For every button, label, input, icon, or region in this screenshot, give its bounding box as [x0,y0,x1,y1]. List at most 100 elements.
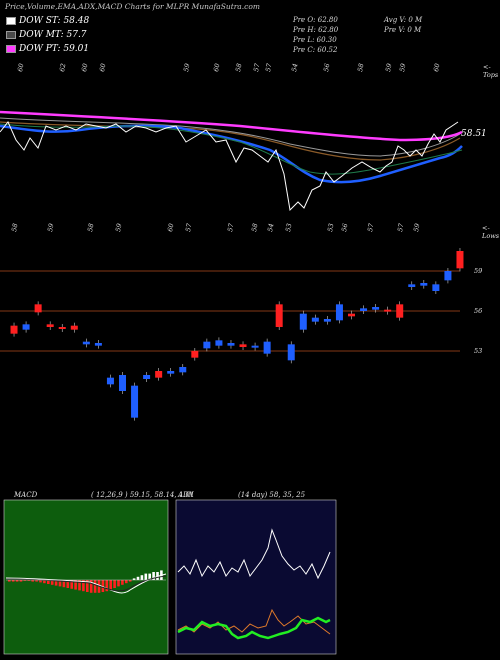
macd-hist-bar [8,580,11,582]
top-tick-value: 60 [432,63,441,73]
macd-hist-bar [101,580,105,592]
candle-body [372,307,380,310]
ema-area [0,110,463,212]
candle-body [58,327,66,329]
macd-hist-bar [23,580,27,581]
candle-body [456,251,464,269]
macd-hist-bar [50,580,54,585]
macd-hist-bar [15,580,19,582]
price-level-59: 59 [474,267,483,275]
candle-body [191,351,199,358]
quote-pre-open: Pre O: 62.80 [293,16,338,24]
ema-line-gray [0,117,461,157]
macd-hist-bar [43,580,46,584]
low-tick-value: 59 [114,223,123,233]
macd-hist-bar [19,580,23,582]
candle-body [384,309,392,312]
macd-hist-bar [89,580,93,593]
legend-label-pt: DOW PT: 59.01 [19,44,90,54]
top-tick-value: 60 [212,63,221,73]
top-tick-value: 60 [98,63,107,73]
macd-hist-bar [11,580,15,582]
candle-body [22,324,30,330]
quote-pre-low: Pre L: 60.30 [293,36,337,44]
legend-swatch-mt [6,31,16,39]
macd-hist-bar [152,572,155,580]
legend-label-st: DOW ST: 58.48 [19,16,90,26]
top-tick-value: 58 [234,63,243,73]
candle-body [251,345,259,348]
top-tick-value: 57 [252,62,261,72]
price-level-56: 56 [474,307,483,315]
low-tick-value: 57 [184,222,193,232]
low-tick-value: 58 [250,223,259,233]
macd-hist-bar [31,580,34,582]
low-tick-value: 59 [46,223,55,233]
macd-hist-bar [82,580,85,592]
tops-axis-label: <-Tops [483,63,499,79]
quote-avg-volume: Avg V: 0 M [384,16,423,24]
low-tick-value: 53 [284,223,293,233]
ema-line-blue [0,124,463,184]
candle-body [227,343,235,346]
candle-body [215,340,223,346]
candle-body [82,341,90,345]
candle-body [420,283,428,286]
low-tick-value: 59 [412,223,421,233]
macd-hist-bar [58,580,62,587]
macd-hist-bar [132,578,136,580]
low-tick-value: 57 [226,222,235,232]
candle-body [299,313,307,330]
low-tick-value: 58 [86,223,95,233]
candle-body [335,304,343,321]
candle-body [155,371,163,378]
macd-hist-bar [121,580,124,585]
candle-body [179,367,187,373]
macd-hist-bar [47,580,50,584]
quote-pre-high: Pre H: 62.80 [293,26,339,34]
legend-row-mt: DOW MT: 57.7 [6,30,87,40]
ema-line-pink [0,110,463,142]
candle-body [408,284,416,287]
candle-body [360,308,368,311]
macd-hist-bar [125,580,128,584]
low-tick-value: 53 [326,223,335,233]
macd-hist-bar [39,580,42,583]
candle-body [119,375,126,391]
low-tick-value: 54 [266,223,275,233]
candle-body [348,313,355,317]
candle-body [239,344,247,347]
top-tick-value: 60 [80,63,89,73]
legend-swatch-st [6,17,16,25]
candle-body [167,371,175,374]
adx-plus-di-line [177,528,331,580]
ema-last-value: 58.51 [461,129,487,139]
macd-title: MACD [14,491,38,499]
candle-body [46,324,54,327]
candle-series [10,248,464,421]
macd-hist-bar [27,580,31,581]
candle-body [263,341,271,354]
low-tick-value: 58 [10,223,19,233]
macd-hist-bar [136,576,140,580]
candle-body [275,304,283,327]
low-tick-value: 57 [366,222,375,232]
ema-line-brown [0,121,461,161]
macd-hist-bar [35,580,38,582]
legend-swatch-pt [6,45,16,53]
macd-hist-bar [113,580,116,588]
legend-row-pt: DOW PT: 59.01 [6,44,89,54]
candle-body [444,271,452,281]
adx-panel-bg [175,499,337,655]
macd-hist-bar [66,580,70,588]
macd-hist-bar [78,580,81,591]
candle-body [432,284,440,291]
macd-hist-bar [70,580,73,589]
low-tick-labels: 58 59 58 59 60 57 57 58 54 53 53 56 57 57 59 [10,222,421,232]
top-tick-labels: 60 62 60 60 59 60 58 57 57 54 56 58 59 59 60 [16,62,441,72]
candle-body [70,325,78,330]
macd-hist-bar [128,580,132,582]
low-tick-value: 57 [396,222,405,232]
candle-body [10,325,18,334]
macd-hist-bar [117,580,120,587]
